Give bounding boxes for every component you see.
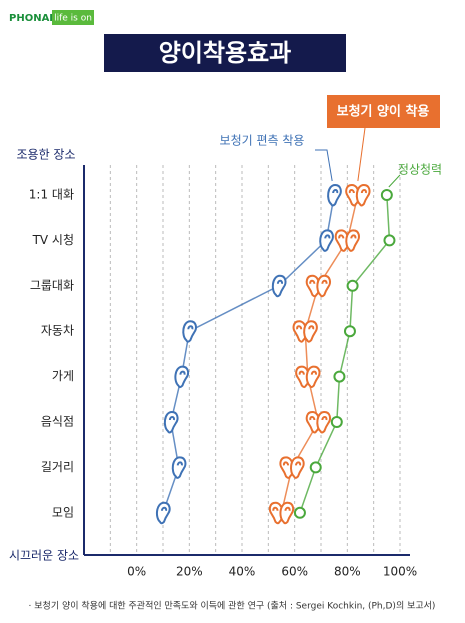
x-tick-label: 20% — [176, 565, 203, 579]
marker — [343, 325, 356, 338]
ear-icon — [295, 365, 310, 389]
legend-leader — [357, 127, 366, 182]
chart-title: 양이착용효과 — [159, 39, 291, 67]
marker — [182, 320, 197, 343]
marker — [155, 501, 171, 525]
series-line — [162, 194, 335, 514]
legend-label: 보청기 편측 착용 — [220, 134, 305, 148]
x-tick-label: 40% — [229, 565, 256, 579]
ear-icon — [279, 456, 295, 479]
y-bottom-label: 시끄러운 장소 — [9, 549, 79, 563]
x-tick-label: 0% — [127, 565, 146, 579]
marker — [305, 410, 331, 434]
y-tick-label: 모임 — [52, 505, 74, 519]
ear-icon — [171, 456, 187, 479]
ear-icon — [305, 365, 321, 389]
ear-icon — [303, 320, 318, 343]
marker — [305, 274, 331, 298]
x-tick-label: 100% — [383, 565, 417, 579]
ear-icon — [327, 183, 342, 207]
legend-label: 정상청력 — [398, 163, 442, 177]
y-tick-label: 음식점 — [41, 415, 74, 429]
title-box — [104, 34, 346, 72]
ear-icon — [174, 365, 190, 389]
legend-leader — [388, 174, 401, 188]
marker — [174, 365, 190, 389]
ear-icon — [271, 274, 287, 298]
marker — [309, 461, 322, 474]
ear-icon — [345, 183, 360, 207]
marker — [271, 274, 287, 298]
y-tick-label: 그룹대화 — [30, 278, 74, 292]
marker — [293, 506, 306, 519]
ear-icon — [163, 410, 179, 434]
marker — [295, 365, 321, 389]
marker — [292, 320, 318, 343]
logo-box — [8, 10, 56, 24]
series-line — [299, 194, 391, 514]
marker — [279, 456, 305, 479]
footnote: · 보청기 양이 착용에 대한 주관적인 만족도와 이득에 관한 연구 (출처 … — [29, 600, 436, 612]
legend-leader — [315, 149, 333, 182]
marker — [319, 229, 334, 252]
marker — [327, 183, 342, 207]
y-top-label: 조용한 장소 — [16, 148, 75, 162]
x-tick-label: 60% — [281, 565, 308, 579]
ear-icon — [305, 274, 321, 298]
ear-icon — [305, 410, 321, 434]
ear-icon — [334, 229, 350, 252]
legend-box — [327, 95, 440, 128]
ear-icon — [345, 229, 360, 252]
x-tick-label: 80% — [334, 565, 361, 579]
y-tick-label: TV 시청 — [32, 233, 74, 247]
marker — [346, 279, 359, 292]
ear-icon — [292, 320, 308, 343]
y-tick-label: 가게 — [52, 369, 74, 383]
tagline-box — [52, 10, 94, 25]
ear-icon — [155, 501, 171, 525]
y-tick-label: 자동차 — [41, 324, 74, 338]
marker — [334, 229, 360, 252]
marker — [383, 234, 396, 247]
marker — [380, 189, 393, 201]
ear-icon — [316, 410, 331, 434]
marker — [333, 370, 346, 383]
ear-icon — [182, 320, 197, 343]
ear-icon — [279, 501, 295, 525]
y-tick-label: 1:1 대화 — [29, 188, 74, 202]
marker — [330, 416, 343, 428]
ear-icon — [316, 274, 331, 298]
marker — [171, 456, 187, 479]
ear-icon — [289, 456, 305, 479]
logo: PHONAK — [9, 13, 58, 24]
legend-label: 보청기 양이 착용 — [337, 104, 430, 120]
marker — [345, 183, 371, 207]
ear-icon — [355, 183, 371, 207]
marker — [268, 501, 295, 525]
ear-icon — [319, 229, 334, 252]
marker — [163, 410, 179, 434]
tagline: life is on — [54, 14, 92, 24]
ear-icon — [268, 501, 284, 525]
y-tick-label: 길거리 — [41, 460, 74, 474]
